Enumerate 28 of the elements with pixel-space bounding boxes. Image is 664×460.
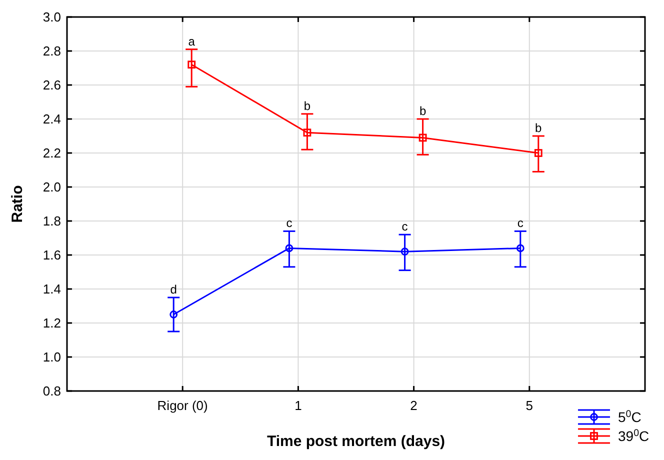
x-axis-title: Time post mortem (days) [266, 433, 446, 450]
y-tick-label: 0.8 [42, 384, 61, 399]
y-tick-label: 2.8 [42, 44, 61, 59]
y-axis-title: Ratio [9, 185, 26, 223]
y-tick-label: 1.2 [42, 316, 61, 331]
x-tick-label: 5 [526, 398, 534, 413]
y-tick-label: 3.0 [42, 10, 61, 25]
data-label: c [402, 220, 408, 234]
x-tick-label: 2 [410, 398, 418, 413]
y-tick-label: 1.6 [42, 248, 61, 263]
y-tick-label: 2.4 [42, 112, 61, 127]
y-tick-label: 2.2 [42, 146, 61, 161]
y-tick-label: 2.0 [42, 180, 61, 195]
x-tick-label: Rigor (0) [157, 398, 208, 413]
y-tick-label: 2.6 [42, 78, 61, 93]
data-label: d [170, 282, 177, 296]
legend-label: 5$^{0}$C [618, 408, 642, 425]
data-label: a [188, 34, 196, 48]
data-label: b [304, 98, 311, 113]
y-tick-label: 1.8 [42, 214, 61, 229]
data-label: b [419, 104, 426, 118]
x-tick-label: 1 [294, 398, 302, 413]
y-tick-label: 1.0 [42, 350, 61, 365]
data-label: c [517, 216, 524, 230]
data-label: b [535, 121, 542, 135]
y-tick-label: 1.4 [42, 282, 61, 297]
data-label: c [286, 216, 292, 230]
legend-label: 39$^{0}$C [618, 427, 650, 444]
